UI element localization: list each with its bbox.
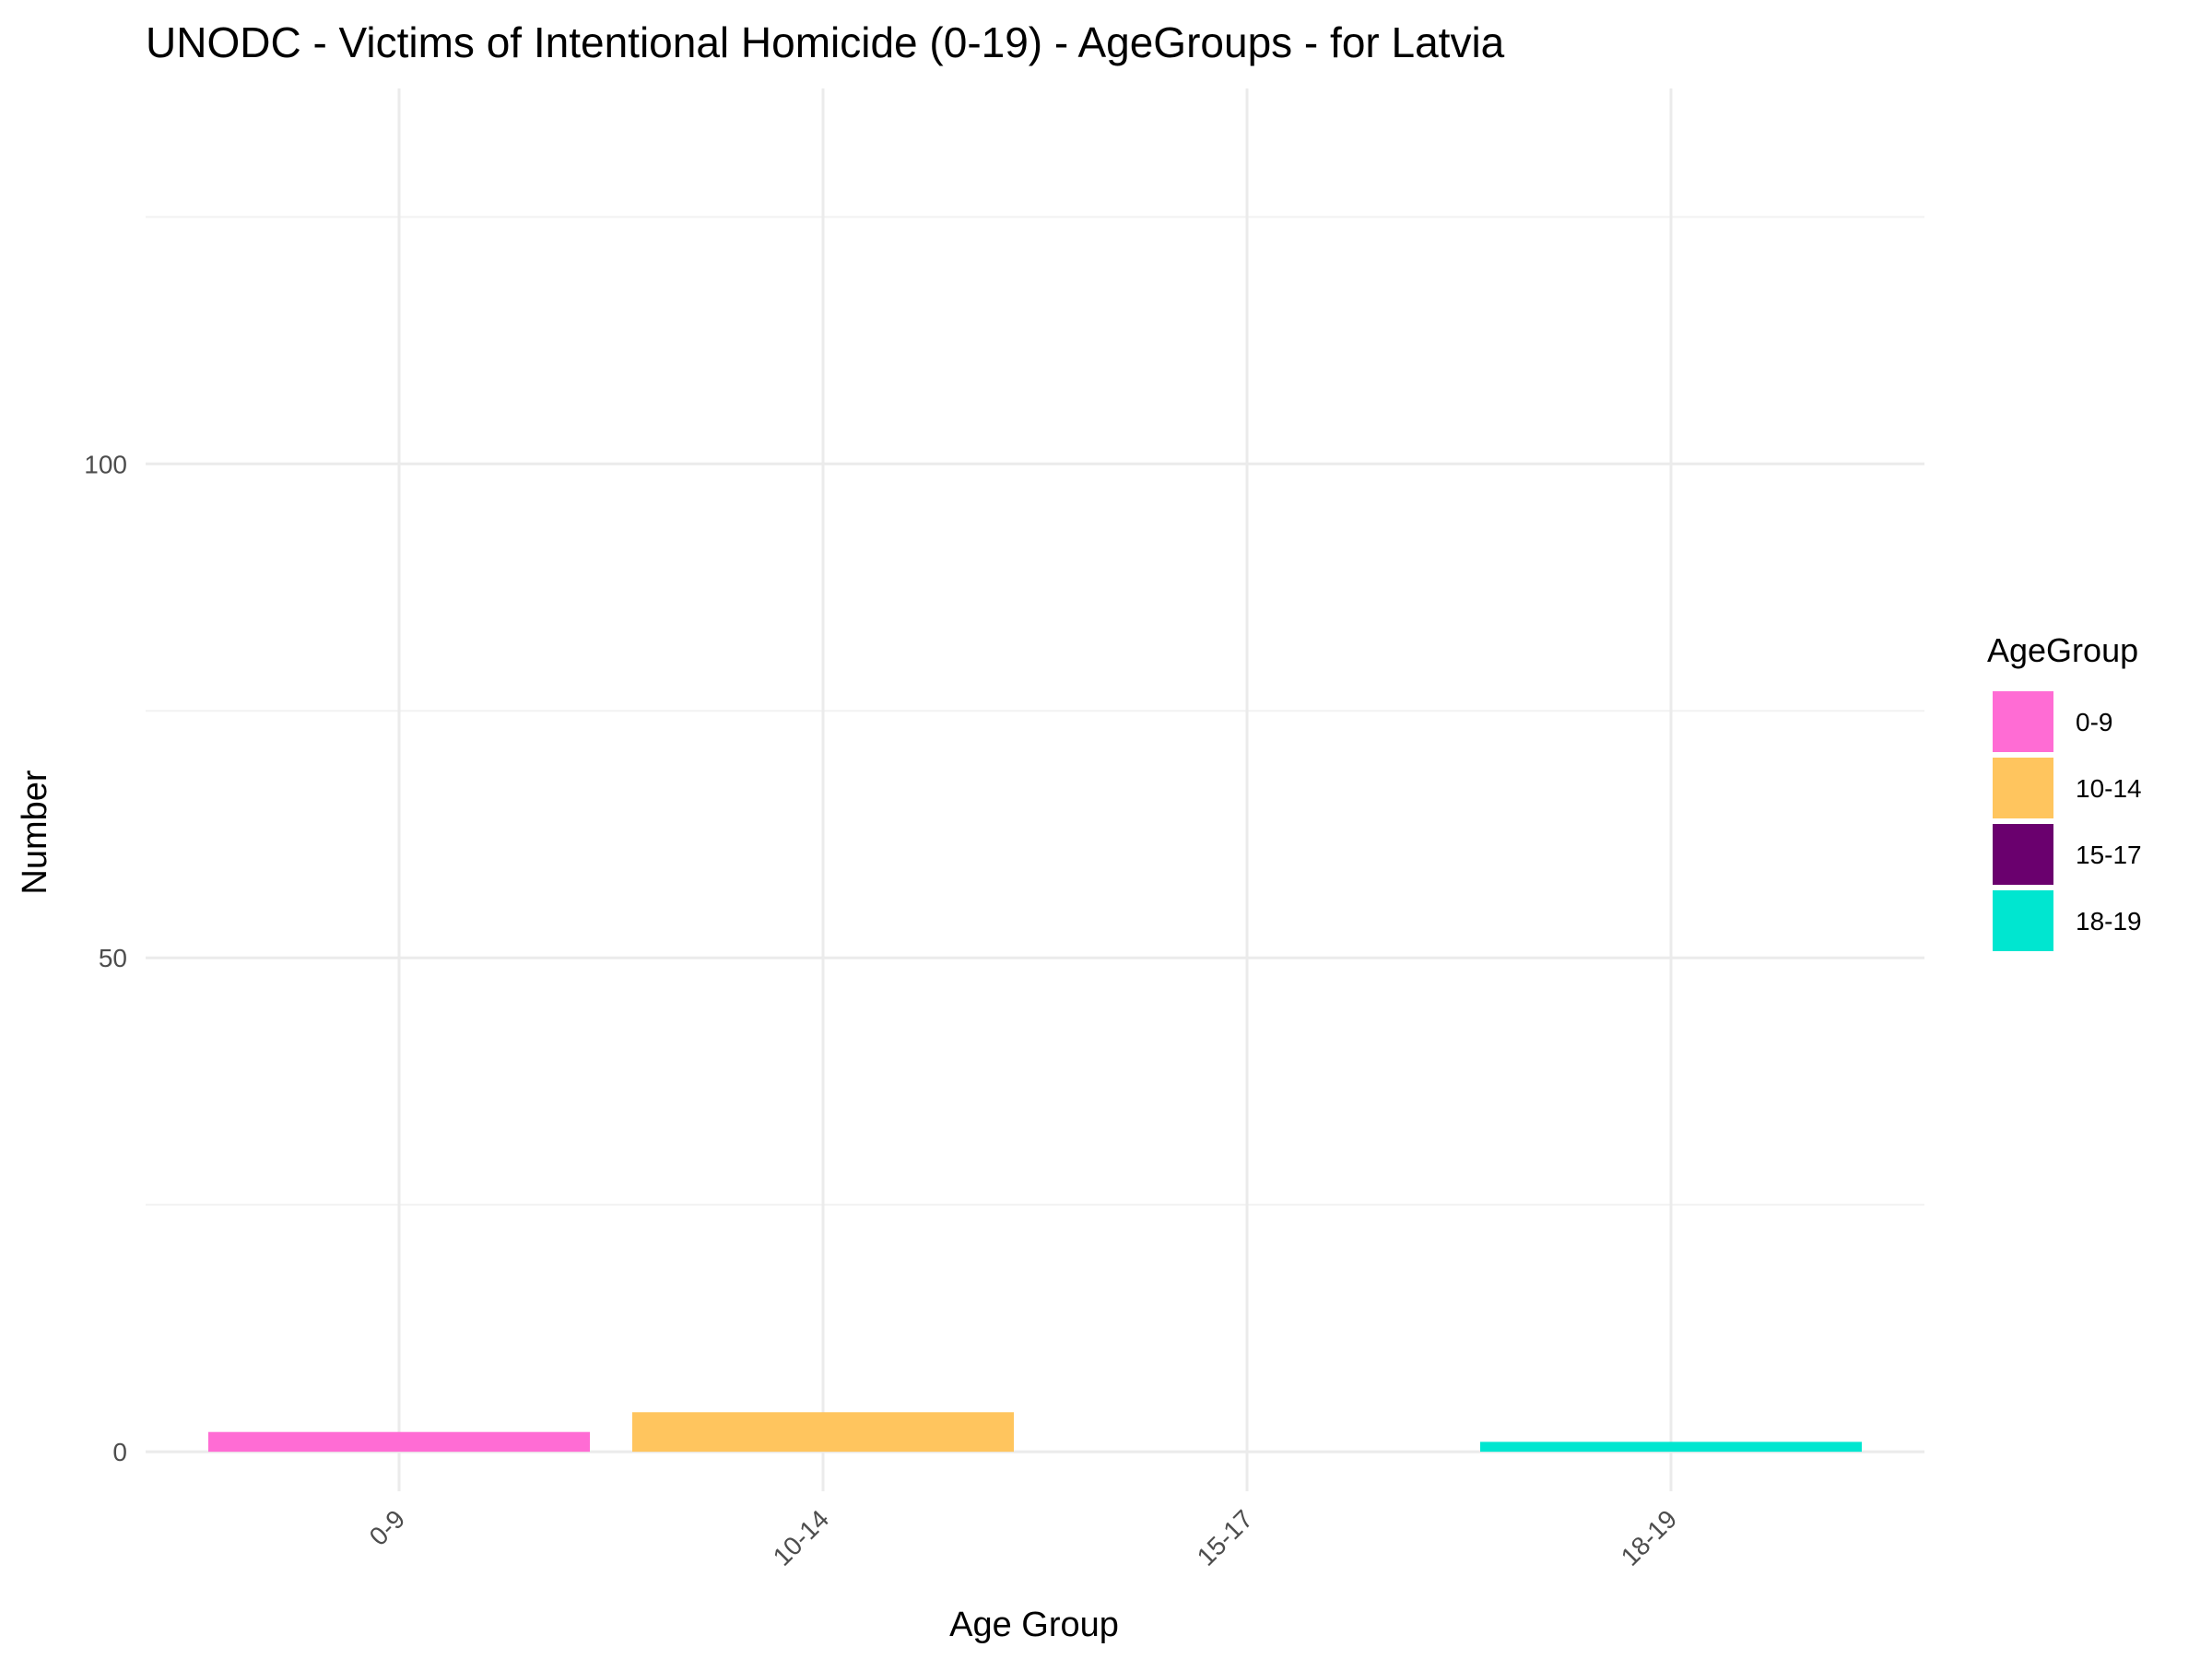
chart-title: UNODC - Victims of Intentional Homicide … — [146, 18, 1505, 66]
x-tick-label: 10-14 — [768, 1504, 835, 1571]
y-tick-label: 0 — [112, 1438, 127, 1466]
x-tick-label: 18-19 — [1616, 1504, 1683, 1571]
y-tick-label: 50 — [99, 944, 127, 972]
legend-swatch — [1993, 691, 2053, 752]
x-axis-title: Age Group — [949, 1606, 1119, 1644]
legend-label: 18-19 — [2076, 907, 2142, 935]
legend-title: AgeGroup — [1987, 631, 2138, 669]
bar-10-14 — [632, 1412, 1014, 1453]
x-tick-labels: 0-9 10-14 15-17 18-19 — [364, 1504, 1683, 1571]
legend-swatch — [1993, 890, 2053, 951]
legend-items: 0-9 10-14 15-17 18-19 — [1993, 691, 2142, 951]
x-tick-label: 0-9 — [364, 1504, 411, 1551]
legend-label: 0-9 — [2076, 708, 2112, 736]
legend-label: 15-17 — [2076, 841, 2142, 869]
bar-0-9 — [208, 1431, 590, 1453]
bar-18-19 — [1480, 1441, 1862, 1453]
grid — [146, 88, 1924, 1491]
legend-label: 10-14 — [2076, 774, 2142, 803]
y-tick-labels: 0 50 100 — [84, 450, 127, 1466]
legend-swatch — [1993, 758, 2053, 818]
bars — [208, 1412, 1862, 1453]
legend-swatch — [1993, 824, 2053, 885]
y-tick-label: 100 — [84, 450, 127, 478]
x-tick-label: 15-17 — [1192, 1504, 1259, 1571]
y-axis-title: Number — [16, 770, 54, 894]
legend: AgeGroup 0-9 10-14 15-17 18-19 — [1987, 631, 2142, 951]
